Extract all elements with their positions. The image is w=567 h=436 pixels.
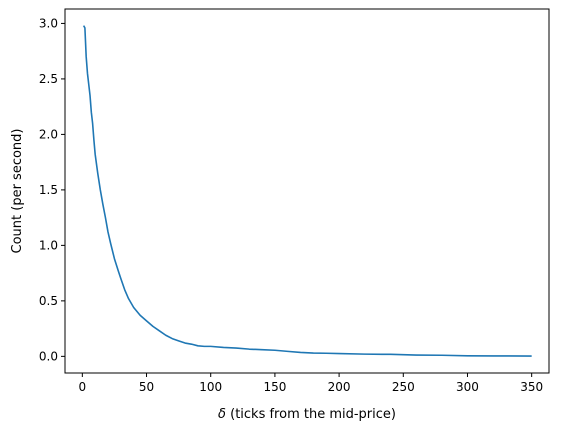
x-tick-label: 250: [392, 380, 415, 394]
x-axis-label-text: (ticks from the mid-price): [226, 407, 396, 422]
y-tick-label: 1.0: [39, 238, 58, 252]
x-axis-label: δ (ticks from the mid-price): [218, 407, 396, 422]
y-tick-label: 1.5: [39, 183, 58, 197]
y-tick-label: 2.5: [39, 72, 58, 86]
y-tick-label: 2.0: [39, 127, 58, 141]
series-line: [82, 25, 532, 357]
x-tick-label: 350: [520, 380, 543, 394]
plot-frame: [64, 8, 550, 374]
x-axis-ticks: 0 50 100 150 200 250 300 350: [79, 373, 543, 394]
x-axis-label-symbol: δ: [218, 407, 226, 422]
y-axis-label: Count (per second): [10, 129, 25, 254]
x-tick-label: 0: [79, 380, 87, 394]
x-tick-label: 100: [199, 380, 222, 394]
y-tick-label: 0.5: [39, 294, 58, 308]
y-tick-label: 0.0: [39, 349, 58, 363]
plot-area: [65, 9, 549, 373]
x-tick-label: 200: [328, 380, 351, 394]
y-tick-label: 3.0: [39, 16, 58, 30]
y-axis-ticks: 0.0 0.5 1.0 1.5 2.0 2.5 3.0: [39, 16, 65, 363]
x-tick-label: 300: [456, 380, 479, 394]
x-tick-label: 150: [263, 380, 286, 394]
series-layer: [82, 25, 532, 357]
x-tick-label: 50: [139, 380, 154, 394]
